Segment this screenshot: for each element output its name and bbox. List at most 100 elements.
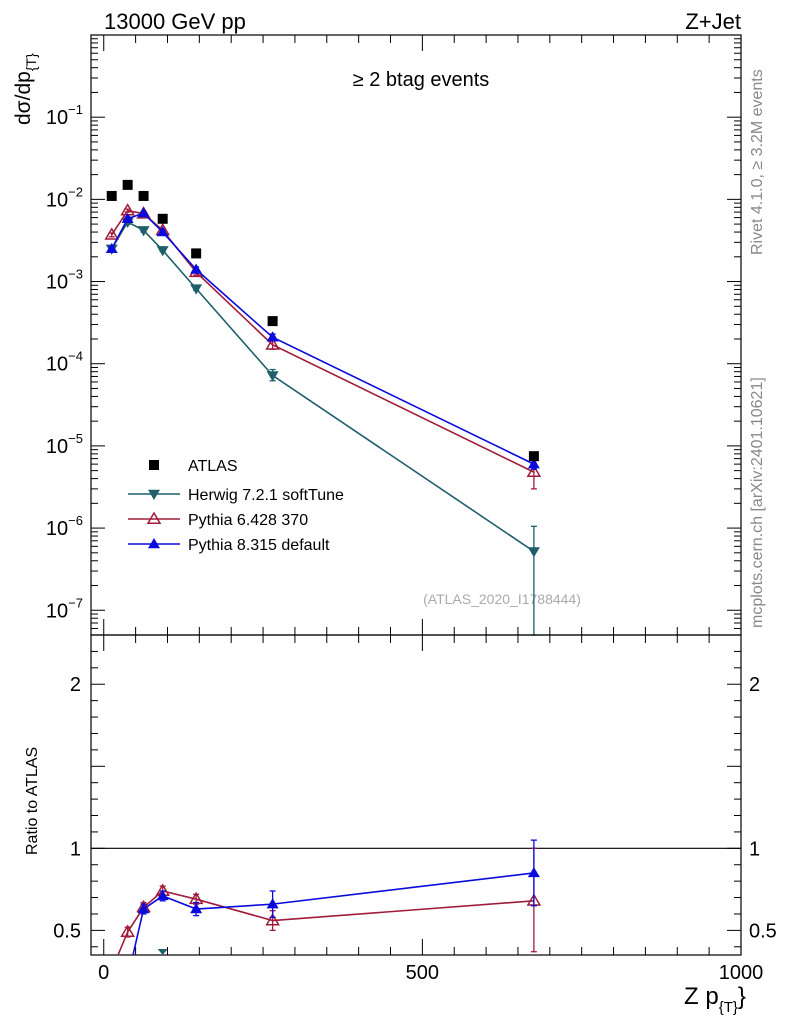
data-point (267, 316, 278, 327)
data-point (266, 371, 279, 382)
data-point (527, 458, 540, 469)
ratio-axis-ticks (91, 635, 742, 955)
ytick-base: 10 (46, 436, 68, 458)
ratio-series-pythia-8-315-default (132, 839, 540, 956)
data-point (265, 913, 280, 926)
data-point (137, 207, 150, 218)
ratio-panel: 0.5 0.5 1 1 2 2 Ratio to ATLAS 0 500 1000 Z p{T… (24, 634, 777, 1016)
data-point (266, 331, 279, 342)
main-ytick-label: 10−1 (46, 102, 83, 129)
main-ylabel-text: dσ/dp{T} (12, 53, 39, 125)
ytick-exponent: −1 (68, 102, 83, 117)
ratio-y-tick-labels: 0.5 0.5 1 1 2 2 (53, 674, 777, 942)
legend-label: ATLAS (188, 458, 238, 475)
ytick-base: 10 (46, 189, 68, 211)
main-ytick-label: 10−5 (46, 431, 83, 458)
ratio-line (117, 890, 534, 956)
legend-item: Pythia 8.315 default (128, 537, 330, 554)
ratio-ytick-label-right: 0.5 (749, 920, 777, 942)
series-line (111, 212, 535, 465)
data-point (191, 248, 202, 259)
data-point (157, 949, 168, 955)
ratio-ytick-label-left: 1 (70, 838, 81, 860)
ytick-exponent: −2 (68, 184, 83, 199)
mcplots-side-label: mcplots.cern.ch [arXiv:2401.10621] (749, 377, 766, 628)
data-point (266, 898, 279, 909)
main-axis-ticks (91, 34, 742, 636)
ytick-base: 10 (46, 600, 68, 622)
ytick-exponent: −3 (68, 267, 83, 282)
data-point (528, 451, 539, 462)
legend-marker (149, 460, 159, 470)
data-point (137, 903, 150, 914)
main-ylabel: dσ/dp{T} (12, 53, 39, 125)
legend-marker (148, 538, 160, 549)
series-pythia-8-315-default (105, 207, 540, 470)
legend-label: Pythia 8.315 default (188, 537, 330, 554)
data-point (190, 903, 203, 914)
data-point (156, 889, 169, 901)
main-ytick-label: 10−2 (46, 184, 83, 211)
data-point (190, 263, 203, 274)
ratio-ytick-label-left: 2 (70, 674, 81, 696)
legend-item: Herwig 7.2.1 softTune (128, 487, 344, 504)
ratio-ytick-label-right: 1 (749, 838, 760, 860)
panel-title: ≥ 2 btag events (353, 69, 490, 91)
x-axis-title-brace: } (738, 983, 746, 1010)
data-point (157, 213, 168, 224)
main-series-group (104, 179, 542, 636)
data-point (104, 227, 120, 240)
rivet-side-label: Rivet 4.1.0, ≥ 3.2M events (749, 69, 766, 255)
main-ytick-label: 10−7 (46, 595, 83, 622)
legend-item: ATLAS (149, 458, 238, 475)
legend-marker (146, 511, 162, 524)
ytick-base: 10 (46, 354, 68, 376)
data-point (120, 924, 135, 937)
legend-marker (148, 489, 160, 500)
x-tick-labels: 0 500 1000 (98, 962, 763, 984)
ratio-series-herwig (157, 949, 168, 955)
ratio-ytick-label-left: 0.5 (53, 920, 81, 942)
legend-label: Pythia 6.428 370 (188, 512, 308, 529)
series-atlas (106, 179, 539, 462)
data-point (527, 866, 540, 878)
main-panel: 10−110−210−310−410−510−610−7 ≥ 2 btag ev… (12, 34, 742, 636)
ytick-base: 10 (46, 518, 68, 540)
x-tick-label: 500 (406, 962, 439, 984)
data-point (526, 464, 542, 478)
data-point (265, 337, 280, 350)
data-point (137, 226, 150, 237)
ytick-exponent: −5 (68, 431, 83, 446)
data-point (105, 242, 118, 254)
data-point (156, 226, 169, 237)
main-ytick-label: 10−4 (46, 349, 83, 376)
series-pythia-6-428-370 (104, 203, 542, 490)
ratio-series-pythia-6-428-370 (117, 847, 542, 956)
process-label: Z+Jet (685, 9, 741, 34)
legend: ATLAS Herwig 7.2.1 softTune Pythia 6.428 3… (128, 458, 344, 554)
x-tick-label: 1000 (719, 962, 764, 984)
data-point (156, 246, 169, 257)
legend-item: Pythia 6.428 370 (128, 511, 308, 529)
main-y-tick-labels: 10−110−210−310−410−510−610−7 (46, 102, 83, 622)
ytick-exponent: −6 (68, 513, 83, 528)
ytick-base: 10 (46, 107, 68, 129)
ytick-exponent: −7 (68, 595, 83, 610)
ratio-frame (90, 634, 742, 956)
data-point (121, 212, 134, 224)
x-axis-title: Z p{T}} (684, 983, 746, 1016)
main-ylabel-sub: {T} (23, 53, 39, 71)
x-axis-title-sub: {T} (719, 999, 738, 1016)
ytick-base: 10 (46, 272, 68, 294)
main-ytick-label: 10−6 (46, 513, 83, 540)
x-axis-title-main: Z p (684, 983, 719, 1010)
main-ylabel-main: dσ/dp (12, 71, 35, 125)
ratio-ytick-label-right: 2 (749, 674, 760, 696)
x-tick-label: 0 (98, 962, 109, 984)
data-point (527, 547, 540, 558)
ratio-line (132, 872, 534, 956)
series-herwig-7-2-1-softtune (105, 217, 540, 636)
data-point (190, 284, 203, 295)
analysis-watermark: (ATLAS_2020_I1788444) (423, 591, 581, 607)
